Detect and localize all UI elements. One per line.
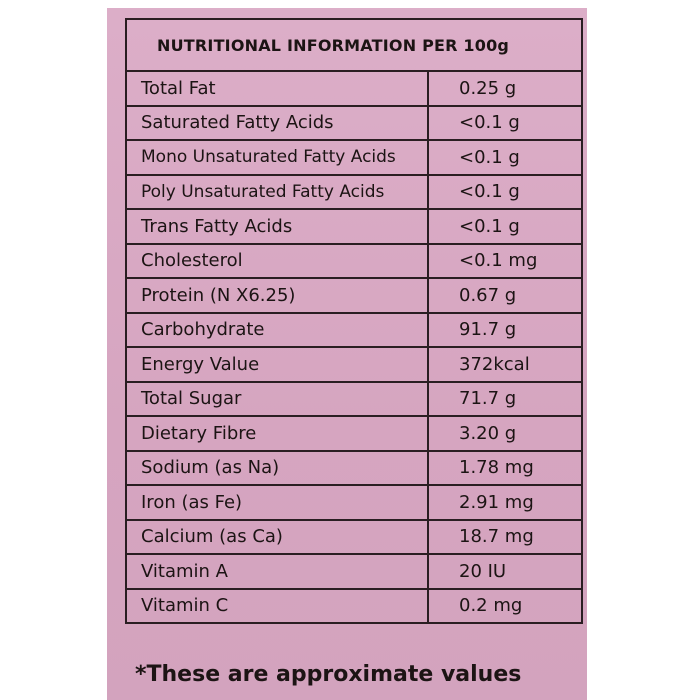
nutrient-value: 0.67 g bbox=[426, 277, 584, 314]
table-row: Cholesterol <0.1 mg bbox=[125, 242, 584, 279]
nutrient-value: 372kcal bbox=[426, 346, 584, 383]
nutrient-name: Dietary Fibre bbox=[125, 415, 429, 452]
nutrient-name: Vitamin A bbox=[125, 553, 429, 590]
nutrient-value: 0.25 g bbox=[426, 70, 584, 107]
table-row: Trans Fatty Acids <0.1 g bbox=[125, 208, 584, 245]
nutrient-name: Energy Value bbox=[125, 346, 429, 383]
nutrient-value: <0.1 g bbox=[426, 139, 584, 176]
nutrient-value: <0.1 g bbox=[426, 173, 584, 210]
package-panel: NUTRITIONAL INFORMATION PER 100g Total F… bbox=[107, 8, 587, 700]
nutrient-name: Total Sugar bbox=[125, 380, 429, 417]
table-row: Vitamin C 0.2 mg bbox=[125, 587, 584, 624]
nutrient-name: Sodium (as Na) bbox=[125, 449, 429, 486]
nutrient-value: 20 IU bbox=[426, 553, 584, 590]
nutrition-table: NUTRITIONAL INFORMATION PER 100g Total F… bbox=[124, 18, 584, 624]
nutrient-value: 3.20 g bbox=[426, 415, 584, 452]
table-row: Vitamin A 20 IU bbox=[125, 553, 584, 590]
table-row: Protein (N X6.25) 0.67 g bbox=[125, 277, 584, 314]
nutrient-name: Total Fat bbox=[125, 70, 429, 107]
nutrient-value: <0.1 g bbox=[426, 208, 584, 245]
footnote: *These are approximate values bbox=[135, 662, 522, 687]
nutrient-name: Vitamin C bbox=[125, 587, 429, 624]
nutrient-name: Protein (N X6.25) bbox=[125, 277, 429, 314]
table-row: Energy Value 372kcal bbox=[125, 346, 584, 383]
nutrient-name: Cholesterol bbox=[125, 242, 429, 279]
nutrient-value: 0.2 mg bbox=[426, 587, 584, 624]
table-row: Total Fat 0.25 g bbox=[125, 70, 584, 107]
nutrient-name: Mono Unsaturated Fatty Acids bbox=[125, 139, 429, 176]
table-row: Poly Unsaturated Fatty Acids <0.1 g bbox=[125, 173, 584, 210]
table-row: Total Sugar 71.7 g bbox=[125, 380, 584, 417]
nutrient-value: <0.1 mg bbox=[426, 242, 584, 279]
table-row: Saturated Fatty Acids <0.1 g bbox=[125, 104, 584, 141]
nutrient-value: 1.78 mg bbox=[426, 449, 584, 486]
nutrient-value: 71.7 g bbox=[426, 380, 584, 417]
table-title: NUTRITIONAL INFORMATION PER 100g bbox=[124, 18, 584, 72]
table-row: Iron (as Fe) 2.91 mg bbox=[125, 484, 584, 521]
nutrient-name: Calcium (as Ca) bbox=[125, 518, 429, 555]
nutrient-name: Iron (as Fe) bbox=[125, 484, 429, 521]
table-header-row: NUTRITIONAL INFORMATION PER 100g bbox=[124, 18, 584, 72]
nutrient-value: 18.7 mg bbox=[426, 518, 584, 555]
table-row: Mono Unsaturated Fatty Acids <0.1 g bbox=[125, 139, 584, 176]
table-row: Calcium (as Ca) 18.7 mg bbox=[125, 518, 584, 555]
nutrient-name: Saturated Fatty Acids bbox=[125, 104, 429, 141]
nutrient-name: Trans Fatty Acids bbox=[125, 208, 429, 245]
nutrient-name: Carbohydrate bbox=[125, 311, 429, 348]
nutrient-value: 91.7 g bbox=[426, 311, 584, 348]
nutrient-value: <0.1 g bbox=[426, 104, 584, 141]
nutrient-value: 2.91 mg bbox=[426, 484, 584, 521]
nutrient-name: Poly Unsaturated Fatty Acids bbox=[125, 173, 429, 210]
table-row: Dietary Fibre 3.20 g bbox=[125, 415, 584, 452]
table-row: Carbohydrate 91.7 g bbox=[125, 311, 584, 348]
table-row: Sodium (as Na) 1.78 mg bbox=[125, 449, 584, 486]
